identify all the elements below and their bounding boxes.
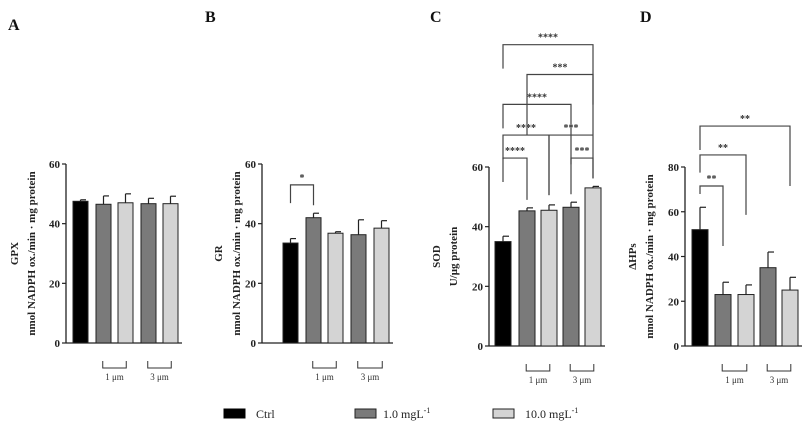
significance-label: ** bbox=[707, 174, 717, 185]
group-bracket bbox=[312, 361, 337, 369]
group-bracket bbox=[766, 364, 792, 372]
significance-bracket bbox=[502, 44, 594, 105]
panel-b: B GR nmol NADPH ox./min · mg protein 0 20 40 6… bbox=[205, 9, 393, 382]
bar bbox=[282, 242, 299, 344]
group-label: 3 μm bbox=[361, 372, 380, 382]
y-axis-title: GPX bbox=[9, 242, 21, 265]
panel-d: D ΔHPs nmol NADPH ox./min · mg protein 0 20 4… bbox=[627, 9, 802, 385]
group-bracket bbox=[721, 364, 748, 372]
significance-label: *** bbox=[553, 63, 568, 74]
group-bracket bbox=[569, 364, 595, 372]
bar bbox=[117, 202, 134, 344]
y-tick-label: 40 bbox=[245, 219, 257, 231]
legend-label-1mgl: 1.0 mgL-1 bbox=[383, 406, 430, 421]
legend-swatch-10mgl bbox=[492, 408, 515, 419]
bar bbox=[691, 229, 709, 347]
group-label: 3 μm bbox=[770, 375, 789, 385]
bar bbox=[781, 289, 799, 347]
group-bracket bbox=[147, 361, 172, 369]
y-tick-label: 40 bbox=[668, 252, 680, 264]
significance-label: **** bbox=[538, 33, 558, 44]
significance-bracket bbox=[289, 184, 315, 206]
legend-label-ctrl: Ctrl bbox=[256, 407, 275, 421]
bar bbox=[327, 232, 344, 344]
bar bbox=[72, 200, 89, 344]
y-axis-subtitle: nmol NADPH ox./min · mg protein bbox=[231, 171, 243, 335]
y-tick-label: 60 bbox=[668, 207, 680, 219]
y-tick-label: 60 bbox=[472, 162, 484, 174]
y-axis-subtitle: U/μg protein bbox=[448, 227, 460, 287]
bar bbox=[518, 210, 536, 347]
group-label: 1 μm bbox=[529, 375, 548, 385]
significance-bracket bbox=[699, 154, 747, 215]
legend-label-10mgl: 10.0 mgL-1 bbox=[525, 406, 578, 421]
bar bbox=[562, 206, 580, 347]
legend-sup: -1 bbox=[572, 406, 579, 415]
bar bbox=[350, 234, 367, 344]
significance-label: ** bbox=[740, 114, 750, 125]
significance-label: ** bbox=[718, 143, 728, 154]
bar bbox=[140, 203, 157, 344]
significance-label: **** bbox=[516, 123, 536, 134]
y-axis-subtitle: nmol NADPH ox./min · mg protein bbox=[26, 171, 38, 335]
group-bracket bbox=[102, 361, 127, 369]
panel-letter: B bbox=[205, 9, 216, 26]
group-label: 3 μm bbox=[150, 372, 169, 382]
bar bbox=[737, 294, 755, 347]
y-axis-title: SOD bbox=[431, 245, 443, 268]
panel-letter: D bbox=[640, 9, 652, 26]
legend-sup: -1 bbox=[424, 406, 431, 415]
y-tick-label: 60 bbox=[245, 159, 257, 171]
y-tick-label: 0 bbox=[55, 338, 61, 350]
group-bracket bbox=[525, 364, 551, 372]
legend-swatch-ctrl bbox=[223, 408, 246, 419]
bar bbox=[373, 227, 390, 344]
significance-label: **** bbox=[505, 146, 525, 157]
panel-a: A GPX nmol NADPH ox./min · mg protein 0 20 40… bbox=[8, 17, 182, 382]
legend: Ctrl 1.0 mgL-1 10.0 mgL-1 bbox=[223, 406, 578, 421]
y-tick-label: 20 bbox=[668, 296, 680, 308]
bar bbox=[584, 187, 602, 347]
significance-bracket bbox=[502, 103, 572, 165]
y-tick-label: 60 bbox=[49, 159, 61, 171]
legend-swatch-1mgl bbox=[354, 408, 377, 419]
y-tick-label: 0 bbox=[251, 338, 257, 350]
significance-bracket bbox=[699, 185, 724, 247]
bar bbox=[305, 217, 322, 344]
y-tick-label: 80 bbox=[668, 162, 680, 174]
significance-label: **** bbox=[527, 92, 547, 103]
y-tick-label: 40 bbox=[49, 219, 61, 231]
group-label: 1 μm bbox=[725, 375, 744, 385]
y-tick-label: 20 bbox=[472, 281, 484, 293]
group-label: 3 μm bbox=[573, 375, 592, 385]
bar bbox=[95, 203, 112, 344]
y-tick-label: 20 bbox=[245, 278, 257, 290]
y-tick-label: 40 bbox=[472, 222, 484, 234]
significance-label: *** bbox=[575, 146, 590, 157]
bar bbox=[540, 209, 558, 347]
bar bbox=[714, 294, 732, 347]
bar bbox=[494, 241, 512, 347]
y-tick-label: 0 bbox=[674, 341, 680, 353]
group-label: 1 μm bbox=[315, 372, 334, 382]
significance-label: * bbox=[300, 173, 305, 184]
group-bracket bbox=[357, 361, 383, 369]
group-label: 1 μm bbox=[105, 372, 124, 382]
y-axis-title: GR bbox=[213, 244, 225, 262]
bar bbox=[759, 267, 777, 347]
significance-bracket bbox=[699, 125, 791, 187]
y-tick-label: 20 bbox=[49, 278, 61, 290]
y-axis-subtitle: nmol NADPH ox./min · mg protein bbox=[644, 174, 656, 338]
bar bbox=[162, 203, 179, 344]
significance-bracket bbox=[502, 157, 528, 200]
y-tick-label: 0 bbox=[478, 341, 484, 353]
panel-letter: A bbox=[8, 17, 20, 34]
significance-bracket bbox=[502, 134, 550, 196]
y-axis-title: ΔHPs bbox=[627, 243, 639, 270]
panel-letter: C bbox=[430, 9, 442, 26]
